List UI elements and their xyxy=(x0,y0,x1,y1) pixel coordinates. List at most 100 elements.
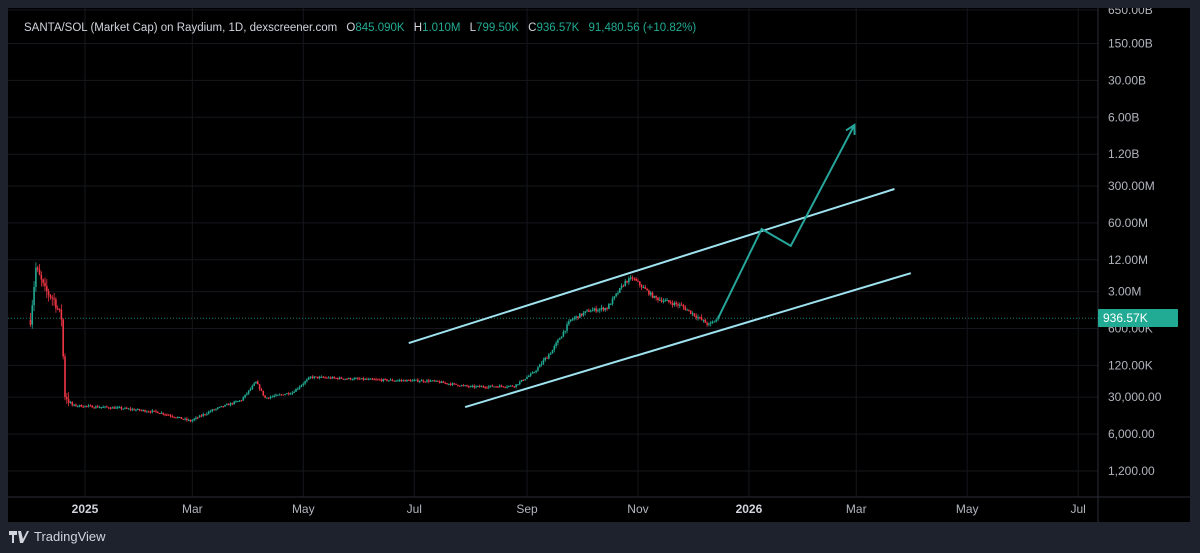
candle-up xyxy=(389,379,392,381)
candle-up xyxy=(506,386,508,388)
candle-up xyxy=(555,342,557,347)
candle-down xyxy=(513,386,516,388)
candle-down xyxy=(675,302,677,305)
candle-down xyxy=(173,416,175,418)
candle-up xyxy=(69,402,72,404)
candle-up xyxy=(198,415,201,418)
candle-down xyxy=(169,415,172,417)
candle-down xyxy=(688,309,690,311)
x-tick-label: May xyxy=(956,502,979,516)
candle-up xyxy=(488,386,490,388)
candle-up xyxy=(717,318,719,320)
candle-down xyxy=(478,385,481,387)
candle-down xyxy=(648,290,650,295)
candle-up xyxy=(338,377,341,380)
candle-up xyxy=(435,380,437,382)
tradingview-brand: TradingView xyxy=(34,529,106,544)
candle-down xyxy=(409,380,412,382)
candle-down xyxy=(189,419,192,422)
candle-up xyxy=(397,380,399,382)
candle-up xyxy=(711,321,714,323)
candle-down xyxy=(82,406,84,408)
candle-up xyxy=(533,372,536,374)
candle-up xyxy=(535,370,537,373)
candle-up xyxy=(255,381,257,384)
candle-up xyxy=(426,380,428,382)
candle-up xyxy=(537,367,539,371)
axes: 650.00B 150.00B 30.00B 6.00B 1.20B 300.00M 60.… xyxy=(8,8,1190,522)
candle-up xyxy=(477,385,479,387)
y-tick-label: 3.00M xyxy=(1108,285,1141,299)
channel-upper-line xyxy=(408,188,895,344)
candle-down xyxy=(53,298,55,300)
candle-down xyxy=(64,356,66,398)
candle-down xyxy=(153,410,155,412)
candle-up xyxy=(471,385,474,387)
candle-up xyxy=(306,379,308,382)
candle-up xyxy=(560,336,563,339)
candle-down xyxy=(133,409,135,411)
candle-up xyxy=(273,395,275,397)
y-tick-label: 60.00M xyxy=(1108,216,1148,230)
candle-up xyxy=(207,411,210,414)
candle-down xyxy=(384,379,386,381)
candle-up xyxy=(302,383,305,386)
y-tick-label: 6.00B xyxy=(1108,110,1139,124)
candle-up xyxy=(509,385,512,387)
candle-up xyxy=(76,406,79,408)
legend-low-label: L xyxy=(469,22,477,34)
candle-up xyxy=(286,393,288,395)
candle-down xyxy=(657,297,659,301)
candle-down xyxy=(126,407,128,409)
candle-up xyxy=(489,385,492,387)
candle-up xyxy=(679,304,681,306)
candle-up xyxy=(364,378,366,380)
candle-up xyxy=(557,339,559,343)
candle-down xyxy=(622,285,625,287)
candle-down xyxy=(442,381,445,383)
candle-down xyxy=(491,385,494,387)
candle-up xyxy=(611,298,614,304)
candle-down xyxy=(680,304,683,306)
candle-down xyxy=(227,404,230,406)
candle-up xyxy=(122,408,124,410)
candle-down xyxy=(693,313,696,316)
candle-down xyxy=(349,377,352,380)
chart-frame[interactable]: 650.00B 150.00B 30.00B 6.00B 1.20B 300.00M 60.… xyxy=(8,8,1190,522)
y-tick-label: 300.00M xyxy=(1108,179,1155,193)
candle-up xyxy=(591,309,594,312)
candle-up xyxy=(553,346,556,350)
tradingview-logo[interactable]: TradingView xyxy=(9,529,106,544)
candle-down xyxy=(129,408,132,410)
candle-up xyxy=(291,392,294,394)
candle-up xyxy=(529,373,532,376)
candle-down xyxy=(120,407,123,409)
candle-up xyxy=(624,280,627,286)
x-tick-label: Sep xyxy=(516,502,538,516)
candle-down xyxy=(700,317,703,320)
candle-up xyxy=(382,379,385,382)
candle-down xyxy=(380,379,383,382)
candle-down xyxy=(486,387,488,389)
candle-up xyxy=(216,407,219,409)
candle-up xyxy=(604,308,607,311)
candle-down xyxy=(695,315,697,318)
candle-down xyxy=(62,319,64,357)
candle-up xyxy=(124,407,126,409)
candle-down xyxy=(377,379,379,381)
candle-up xyxy=(31,305,34,325)
candle-up xyxy=(246,393,248,395)
legend-title: SANTA/SOL (Market Cap) on Raydium, 1D, d… xyxy=(24,22,338,34)
candle-up xyxy=(598,309,601,311)
legend-open-label: O xyxy=(346,22,356,34)
candle-up xyxy=(229,403,232,406)
candle-up xyxy=(480,386,483,388)
candlestick-chart[interactable]: 650.00B 150.00B 30.00B 6.00B 1.20B 300.00M 60.… xyxy=(8,8,1190,522)
candle-down xyxy=(337,377,339,380)
candle-up xyxy=(697,317,699,319)
candle-up xyxy=(118,407,121,409)
candle-down xyxy=(684,307,687,310)
candle-up xyxy=(35,267,37,287)
candle-down xyxy=(668,300,670,303)
candle-down xyxy=(468,386,470,388)
